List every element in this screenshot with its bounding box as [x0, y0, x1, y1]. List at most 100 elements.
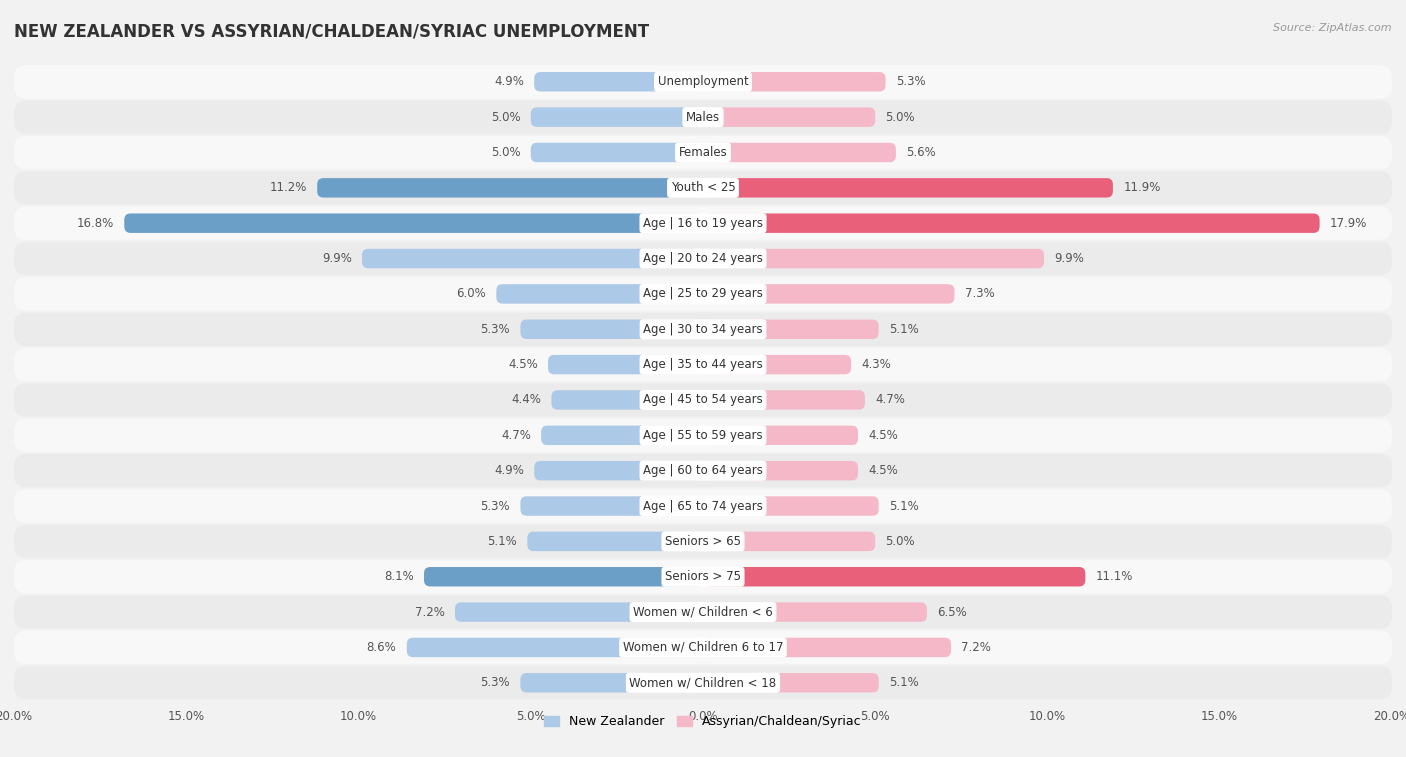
Text: 5.1%: 5.1% [889, 676, 918, 690]
FancyBboxPatch shape [456, 603, 703, 621]
Text: 7.2%: 7.2% [415, 606, 444, 618]
FancyBboxPatch shape [14, 136, 1392, 169]
Text: 11.2%: 11.2% [270, 182, 307, 195]
Text: 5.3%: 5.3% [481, 676, 510, 690]
Text: 5.0%: 5.0% [491, 146, 520, 159]
FancyBboxPatch shape [703, 673, 879, 693]
Text: Age | 65 to 74 years: Age | 65 to 74 years [643, 500, 763, 512]
FancyBboxPatch shape [520, 673, 703, 693]
Text: 5.0%: 5.0% [491, 111, 520, 123]
Text: 4.5%: 4.5% [869, 428, 898, 442]
Text: Youth < 25: Youth < 25 [671, 182, 735, 195]
Text: 4.9%: 4.9% [494, 75, 524, 89]
FancyBboxPatch shape [527, 531, 703, 551]
Text: 7.2%: 7.2% [962, 641, 991, 654]
FancyBboxPatch shape [534, 461, 703, 481]
Text: Age | 30 to 34 years: Age | 30 to 34 years [643, 322, 763, 336]
FancyBboxPatch shape [703, 425, 858, 445]
FancyBboxPatch shape [14, 101, 1392, 134]
Text: 4.5%: 4.5% [869, 464, 898, 477]
Text: Age | 16 to 19 years: Age | 16 to 19 years [643, 217, 763, 229]
FancyBboxPatch shape [14, 348, 1392, 382]
Text: 16.8%: 16.8% [77, 217, 114, 229]
Text: Seniors > 65: Seniors > 65 [665, 535, 741, 548]
Text: 5.0%: 5.0% [886, 535, 915, 548]
Text: 4.7%: 4.7% [501, 428, 531, 442]
Text: Age | 45 to 54 years: Age | 45 to 54 years [643, 394, 763, 407]
FancyBboxPatch shape [703, 107, 875, 127]
FancyBboxPatch shape [541, 425, 703, 445]
Text: Women w/ Children 6 to 17: Women w/ Children 6 to 17 [623, 641, 783, 654]
FancyBboxPatch shape [124, 213, 703, 233]
Text: 5.0%: 5.0% [886, 111, 915, 123]
FancyBboxPatch shape [361, 249, 703, 268]
FancyBboxPatch shape [14, 383, 1392, 416]
Text: 4.7%: 4.7% [875, 394, 905, 407]
FancyBboxPatch shape [14, 419, 1392, 452]
FancyBboxPatch shape [14, 490, 1392, 522]
FancyBboxPatch shape [14, 313, 1392, 346]
FancyBboxPatch shape [548, 355, 703, 374]
FancyBboxPatch shape [703, 284, 955, 304]
Text: 4.3%: 4.3% [862, 358, 891, 371]
FancyBboxPatch shape [14, 454, 1392, 488]
Text: Women w/ Children < 18: Women w/ Children < 18 [630, 676, 776, 690]
Text: 5.1%: 5.1% [889, 322, 918, 336]
FancyBboxPatch shape [703, 355, 851, 374]
FancyBboxPatch shape [14, 171, 1392, 204]
Text: 5.1%: 5.1% [488, 535, 517, 548]
Text: Males: Males [686, 111, 720, 123]
Text: 11.9%: 11.9% [1123, 182, 1160, 195]
Text: 5.6%: 5.6% [907, 146, 936, 159]
Text: 9.9%: 9.9% [1054, 252, 1084, 265]
Text: 5.3%: 5.3% [481, 500, 510, 512]
FancyBboxPatch shape [703, 319, 879, 339]
FancyBboxPatch shape [14, 65, 1392, 98]
FancyBboxPatch shape [531, 107, 703, 127]
Text: 7.3%: 7.3% [965, 288, 994, 301]
FancyBboxPatch shape [703, 637, 950, 657]
FancyBboxPatch shape [14, 525, 1392, 558]
Text: Age | 20 to 24 years: Age | 20 to 24 years [643, 252, 763, 265]
FancyBboxPatch shape [531, 143, 703, 162]
Text: 9.9%: 9.9% [322, 252, 352, 265]
FancyBboxPatch shape [551, 391, 703, 410]
Text: 6.5%: 6.5% [938, 606, 967, 618]
Text: Unemployment: Unemployment [658, 75, 748, 89]
Legend: New Zealander, Assyrian/Chaldean/Syriac: New Zealander, Assyrian/Chaldean/Syriac [540, 710, 866, 733]
Text: 5.3%: 5.3% [896, 75, 925, 89]
FancyBboxPatch shape [703, 213, 1320, 233]
Text: Females: Females [679, 146, 727, 159]
FancyBboxPatch shape [14, 596, 1392, 629]
FancyBboxPatch shape [520, 497, 703, 516]
Text: 5.3%: 5.3% [481, 322, 510, 336]
Text: Women w/ Children < 6: Women w/ Children < 6 [633, 606, 773, 618]
Text: Age | 25 to 29 years: Age | 25 to 29 years [643, 288, 763, 301]
FancyBboxPatch shape [14, 560, 1392, 593]
FancyBboxPatch shape [703, 603, 927, 621]
Text: 11.1%: 11.1% [1095, 570, 1133, 583]
Text: 4.4%: 4.4% [512, 394, 541, 407]
FancyBboxPatch shape [534, 72, 703, 92]
Text: 5.1%: 5.1% [889, 500, 918, 512]
FancyBboxPatch shape [703, 178, 1114, 198]
FancyBboxPatch shape [703, 497, 879, 516]
Text: 17.9%: 17.9% [1330, 217, 1367, 229]
FancyBboxPatch shape [406, 637, 703, 657]
FancyBboxPatch shape [14, 242, 1392, 275]
FancyBboxPatch shape [425, 567, 703, 587]
FancyBboxPatch shape [14, 277, 1392, 310]
FancyBboxPatch shape [703, 461, 858, 481]
FancyBboxPatch shape [520, 319, 703, 339]
Text: 6.0%: 6.0% [456, 288, 486, 301]
FancyBboxPatch shape [14, 207, 1392, 240]
Text: Seniors > 75: Seniors > 75 [665, 570, 741, 583]
FancyBboxPatch shape [703, 249, 1045, 268]
FancyBboxPatch shape [703, 72, 886, 92]
Text: Age | 55 to 59 years: Age | 55 to 59 years [643, 428, 763, 442]
Text: NEW ZEALANDER VS ASSYRIAN/CHALDEAN/SYRIAC UNEMPLOYMENT: NEW ZEALANDER VS ASSYRIAN/CHALDEAN/SYRIA… [14, 23, 650, 41]
Text: 4.9%: 4.9% [494, 464, 524, 477]
FancyBboxPatch shape [703, 531, 875, 551]
Text: 4.5%: 4.5% [508, 358, 537, 371]
FancyBboxPatch shape [496, 284, 703, 304]
